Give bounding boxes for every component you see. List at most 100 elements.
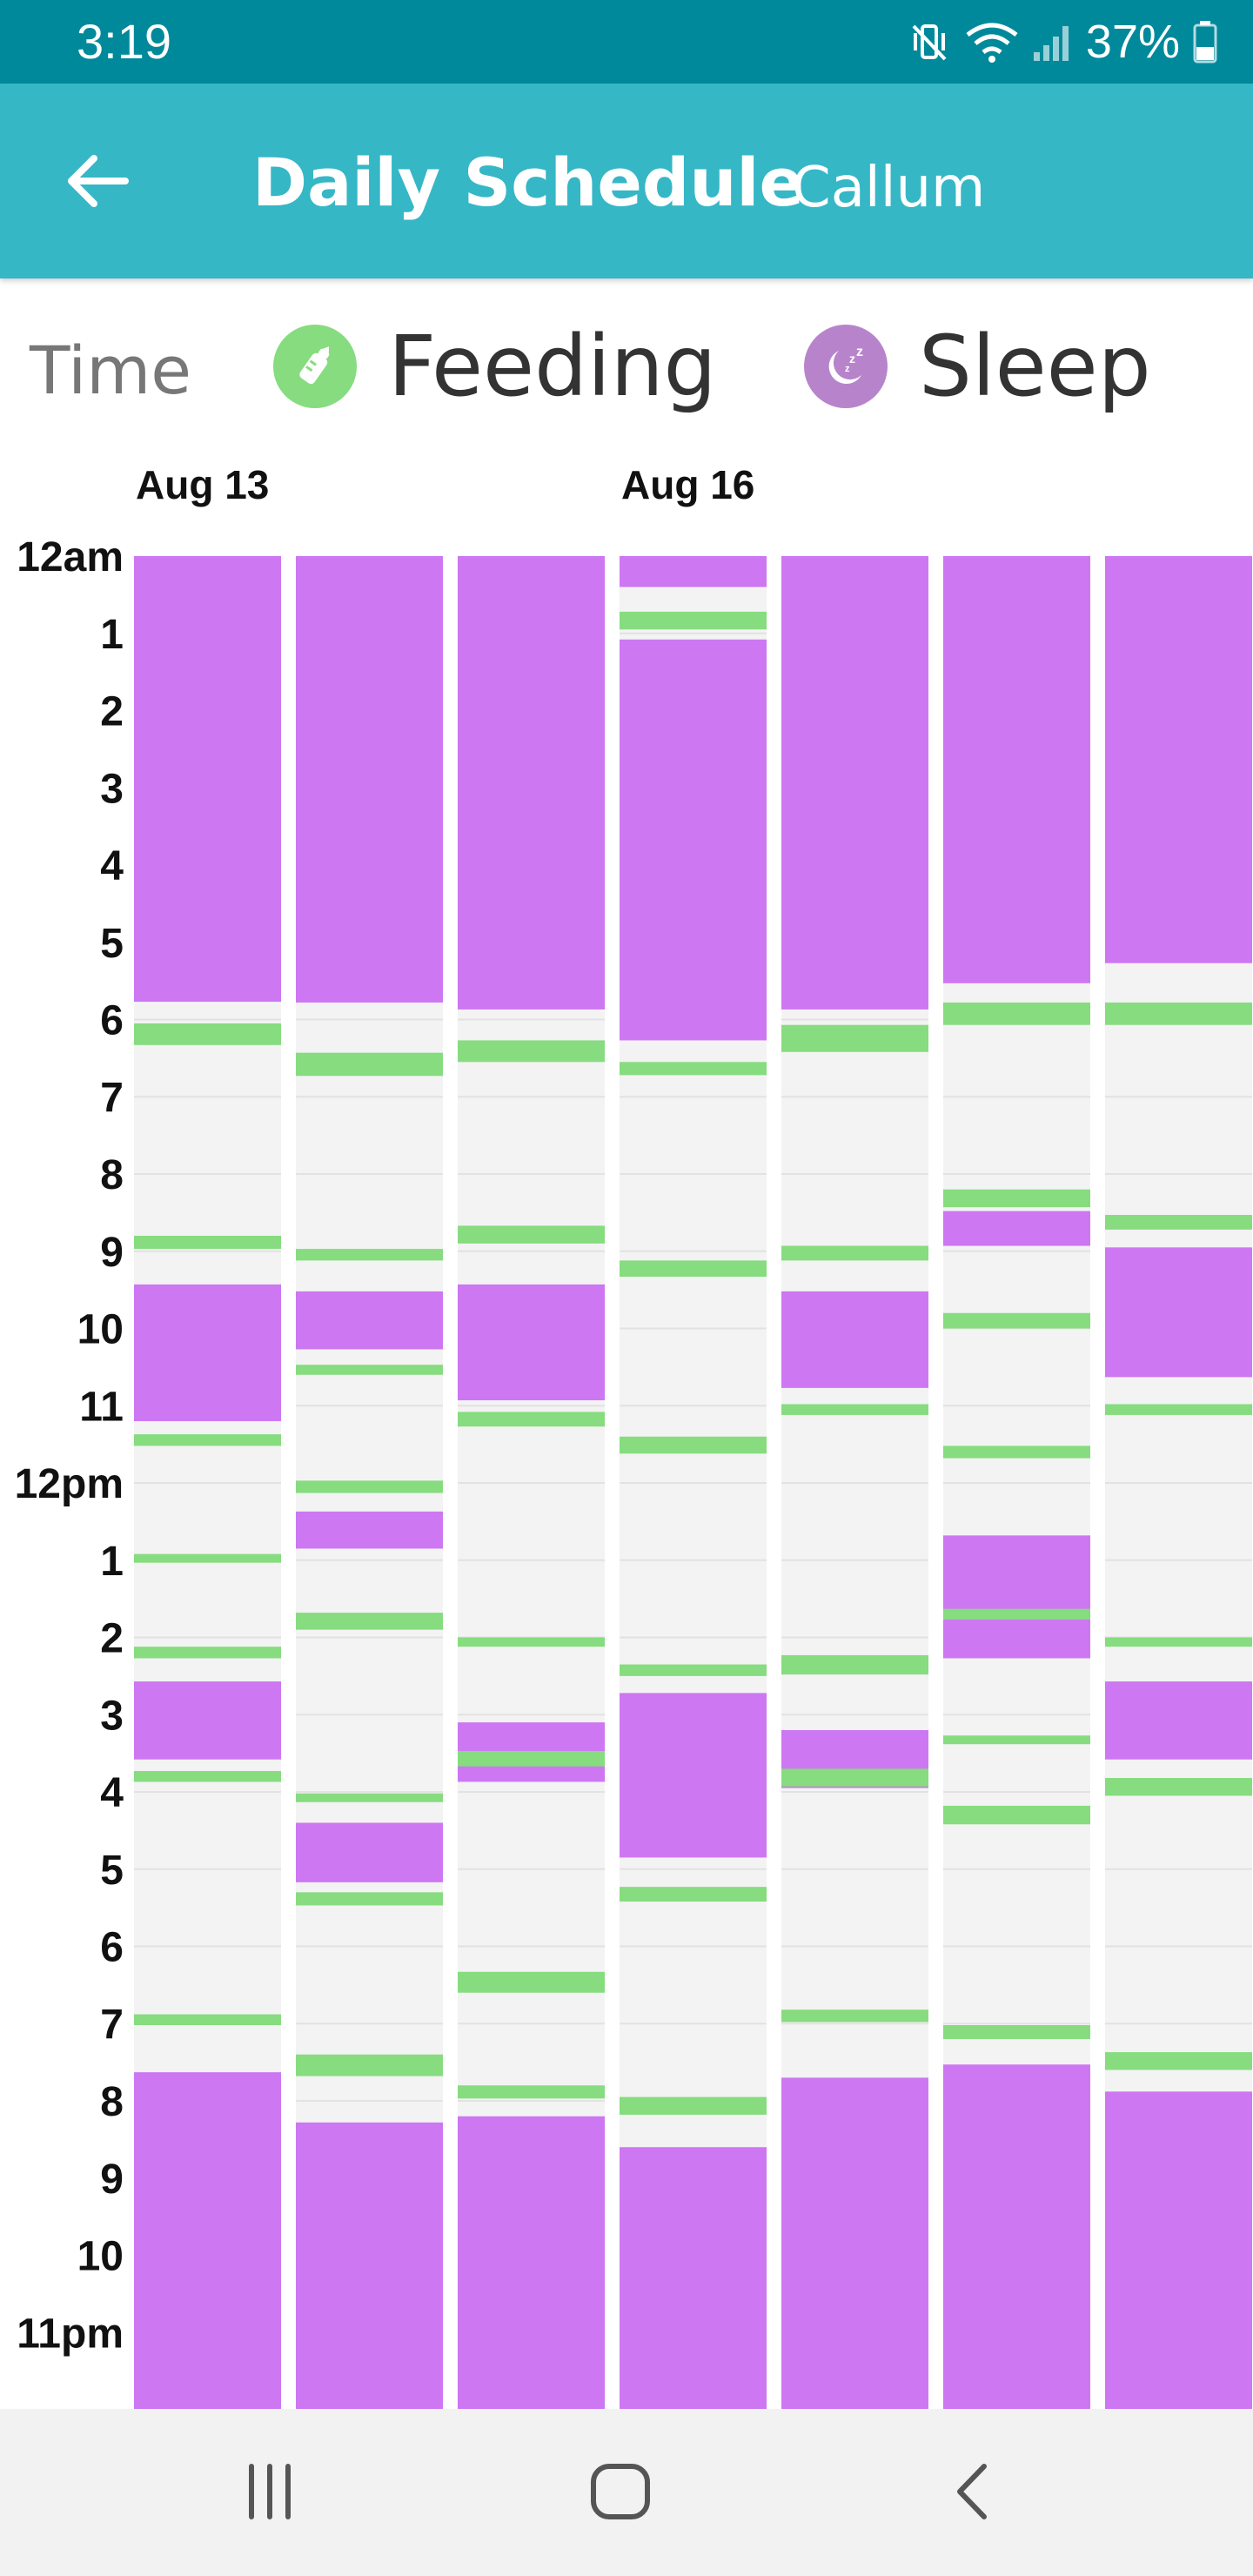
home-button[interactable] (559, 2444, 681, 2539)
sleep-block (943, 2064, 1090, 2409)
chevron-left-icon (957, 2464, 987, 2519)
feeding-block (781, 1404, 928, 1415)
back-nav-button[interactable] (911, 2444, 1033, 2539)
sleep-block (943, 1535, 1090, 1659)
time-axis-label: 12pm (15, 1461, 124, 1507)
feeding-block (134, 1023, 281, 1045)
feeding-block (620, 1436, 767, 1454)
feeding-block (134, 1647, 281, 1659)
back-arrow-icon (68, 155, 129, 207)
feeding-block (134, 1236, 281, 1250)
legend-sleep-label: Sleep (919, 318, 1151, 415)
feeding-block (458, 1412, 605, 1427)
svg-text:z: z (845, 364, 850, 374)
system-nav-bar (0, 2409, 1253, 2576)
time-axis-label: 6 (100, 998, 124, 1044)
legend-feeding: Feeding (273, 319, 716, 414)
sleep-block (458, 2116, 605, 2409)
time-axis-label: 7 (100, 1075, 124, 1121)
status-time: 3:19 (77, 14, 171, 69)
feeding-block (296, 1249, 443, 1261)
feeding-block (296, 1613, 443, 1630)
feeding-block (134, 1434, 281, 1446)
feeding-block (1105, 1778, 1252, 1796)
time-axis-label: 5 (100, 1848, 124, 1894)
sleep-block (296, 2122, 443, 2409)
feeding-block (943, 1189, 1090, 1208)
time-axis-label: 8 (100, 1152, 124, 1198)
feeding-block (458, 1750, 605, 1767)
sleep-block (943, 1211, 1090, 1246)
feeding-block (620, 1887, 767, 1902)
mute-vibrate-icon (907, 19, 952, 64)
feeding-block (1105, 1002, 1252, 1025)
back-button[interactable] (49, 138, 146, 225)
feeding-block (781, 2009, 928, 2023)
child-name: Callum (792, 156, 986, 220)
time-axis-label: 4 (100, 843, 124, 889)
feeding-block (458, 1971, 605, 1993)
time-axis-label: 1 (100, 1539, 124, 1585)
sleep-block (620, 556, 767, 587)
sleep-block (1105, 1681, 1252, 1760)
time-axis-label: 3 (100, 766, 124, 812)
svg-text:z: z (856, 345, 863, 359)
home-icon (591, 2464, 650, 2519)
schedule-chart: 12am 1 2 3 4 5 6 7 8 9 10 11 12pm 1 2 3 4 5 6 7 8 9 10 11pm Aug … (15, 462, 1252, 2409)
feeding-block (781, 1654, 928, 1675)
signal-icon (1032, 19, 1074, 64)
status-bar: 3:19 37% (0, 0, 1253, 84)
feeding-block (943, 1805, 1090, 1825)
feeding-block (943, 1002, 1090, 1025)
sleep-block (134, 556, 281, 1003)
date-label: Aug 13 (136, 462, 269, 507)
sleep-block (943, 556, 1090, 983)
sleep-block (134, 1284, 281, 1421)
sleep-block (781, 1291, 928, 1388)
time-axis-label: 4 (100, 1770, 124, 1816)
feeding-block (943, 2025, 1090, 2039)
feeding-block (458, 2085, 605, 2099)
time-axis-label: 9 (100, 2157, 124, 2203)
sleep-block (620, 639, 767, 1041)
time-axis-label: 10 (77, 2234, 124, 2280)
sleep-block (781, 556, 928, 1010)
feeding-block (296, 2054, 443, 2076)
feeding-block (620, 2096, 767, 2115)
feeding-block (620, 1062, 767, 1076)
feeding-block (1105, 1637, 1252, 1647)
page-title: Daily Schedule (252, 144, 805, 221)
feeding-block (943, 1608, 1090, 1620)
recent-apps-icon (249, 2464, 291, 2519)
time-axis-label: 2 (100, 689, 124, 735)
app-bar: Daily Schedule Callum (0, 84, 1253, 278)
feeding-block (943, 1312, 1090, 1329)
svg-text:z: z (849, 352, 855, 366)
sleep-block (296, 1291, 443, 1350)
feeding-block (458, 1225, 605, 1244)
time-axis-label: 6 (100, 1925, 124, 1971)
feeding-block (296, 1365, 443, 1375)
wifi-icon (964, 19, 1020, 64)
feeding-block (134, 1771, 281, 1782)
recent-apps-button[interactable] (209, 2444, 331, 2539)
time-axis-label: 10 (77, 1307, 124, 1353)
time-axis-label: 2 (100, 1616, 124, 1662)
feeding-block (296, 1892, 443, 1906)
feeding-block (620, 611, 767, 630)
sleep-block (296, 1822, 443, 1882)
sleep-block (1105, 556, 1252, 963)
feeding-block (296, 1793, 443, 1802)
sleep-block (458, 556, 605, 1010)
feeding-block (296, 1052, 443, 1077)
feeding-block (943, 1446, 1090, 1459)
time-axis-label: 12am (17, 534, 124, 580)
sleep-block (134, 1681, 281, 1760)
time-axis-label: 8 (100, 2079, 124, 2125)
time-axis-label: 11 (79, 1384, 124, 1430)
sleep-block (296, 556, 443, 1003)
feeding-block (620, 1260, 767, 1278)
sleep-block (1105, 2091, 1252, 2409)
feeding-block (1105, 2052, 1252, 2070)
